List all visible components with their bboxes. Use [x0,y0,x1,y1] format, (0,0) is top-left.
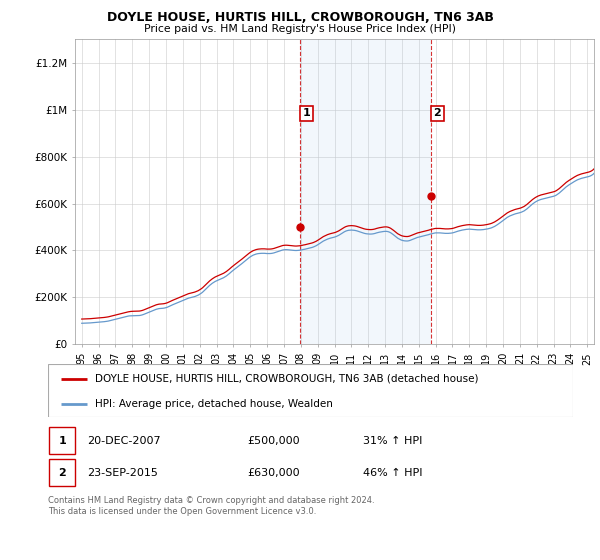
Bar [49,427,76,454]
Text: Contains HM Land Registry data © Crown copyright and database right 2024.
This d: Contains HM Land Registry data © Crown c… [48,496,374,516]
Text: 20-DEC-2007: 20-DEC-2007 [88,436,161,446]
Text: HPI: Average price, detached house, Wealden: HPI: Average price, detached house, Weal… [95,399,333,409]
Text: £630,000: £630,000 [248,468,300,478]
Text: 23-SEP-2015: 23-SEP-2015 [88,468,158,478]
Text: 31% ↑ HPI: 31% ↑ HPI [363,436,422,446]
Text: 1: 1 [58,436,66,446]
Text: 2: 2 [58,468,66,478]
Text: 1: 1 [303,109,311,118]
Text: 2: 2 [433,109,441,118]
Text: DOYLE HOUSE, HURTIS HILL, CROWBOROUGH, TN6 3AB: DOYLE HOUSE, HURTIS HILL, CROWBOROUGH, T… [107,11,493,24]
Bar [49,459,76,487]
Bar [300,39,431,344]
Text: 46% ↑ HPI: 46% ↑ HPI [363,468,422,478]
Text: £500,000: £500,000 [248,436,300,446]
Text: Price paid vs. HM Land Registry's House Price Index (HPI): Price paid vs. HM Land Registry's House … [144,24,456,34]
Text: DOYLE HOUSE, HURTIS HILL, CROWBOROUGH, TN6 3AB (detached house): DOYLE HOUSE, HURTIS HILL, CROWBOROUGH, T… [95,374,479,384]
